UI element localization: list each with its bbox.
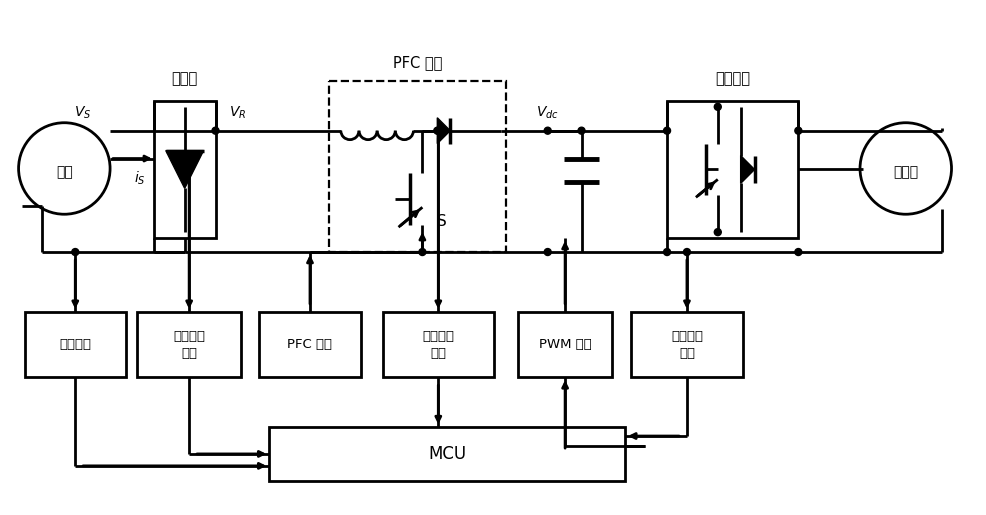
- Circle shape: [212, 127, 219, 134]
- Bar: [383, 312, 494, 377]
- Circle shape: [72, 249, 79, 255]
- Circle shape: [543, 249, 550, 255]
- Text: PFC 驱动: PFC 驱动: [287, 338, 332, 351]
- Text: PWM 驱动: PWM 驱动: [538, 338, 591, 351]
- Text: 压缩机: 压缩机: [892, 165, 917, 179]
- Text: $V_{dc}$: $V_{dc}$: [535, 105, 559, 121]
- Text: $i_S$: $i_S$: [134, 170, 146, 187]
- Bar: [269, 427, 625, 481]
- Bar: [25, 312, 126, 377]
- Bar: [137, 312, 242, 377]
- Bar: [328, 81, 506, 252]
- Bar: [667, 101, 798, 238]
- Polygon shape: [740, 156, 754, 183]
- Circle shape: [682, 249, 690, 255]
- Text: 逆变模块: 逆变模块: [715, 72, 749, 87]
- Text: 输出电流
检测: 输出电流 检测: [670, 330, 702, 359]
- Bar: [631, 312, 741, 377]
- Text: 电源: 电源: [56, 165, 73, 179]
- Text: 同步检测: 同步检测: [59, 338, 91, 351]
- Bar: [154, 101, 215, 238]
- Circle shape: [859, 123, 951, 214]
- Circle shape: [714, 104, 721, 110]
- Circle shape: [543, 127, 550, 134]
- Circle shape: [714, 229, 721, 236]
- Circle shape: [434, 127, 441, 134]
- Circle shape: [185, 155, 192, 162]
- Circle shape: [578, 127, 585, 134]
- Circle shape: [19, 123, 110, 214]
- Text: S: S: [437, 214, 447, 229]
- Circle shape: [794, 127, 801, 134]
- Circle shape: [418, 249, 425, 255]
- Text: 整流桥: 整流桥: [172, 72, 197, 87]
- Bar: [259, 312, 360, 377]
- Circle shape: [435, 127, 442, 134]
- Circle shape: [794, 249, 801, 255]
- Polygon shape: [166, 150, 203, 188]
- Text: $V_R$: $V_R$: [229, 105, 246, 121]
- Text: 输入电流
检测: 输入电流 检测: [173, 330, 205, 359]
- Circle shape: [663, 127, 669, 134]
- Text: MCU: MCU: [428, 445, 465, 463]
- Circle shape: [663, 249, 669, 255]
- Polygon shape: [437, 118, 450, 144]
- Bar: [518, 312, 611, 377]
- Text: PFC 电路: PFC 电路: [392, 56, 442, 71]
- Text: $V_S$: $V_S$: [74, 105, 91, 121]
- Text: 直流电压
检测: 直流电压 检测: [422, 330, 454, 359]
